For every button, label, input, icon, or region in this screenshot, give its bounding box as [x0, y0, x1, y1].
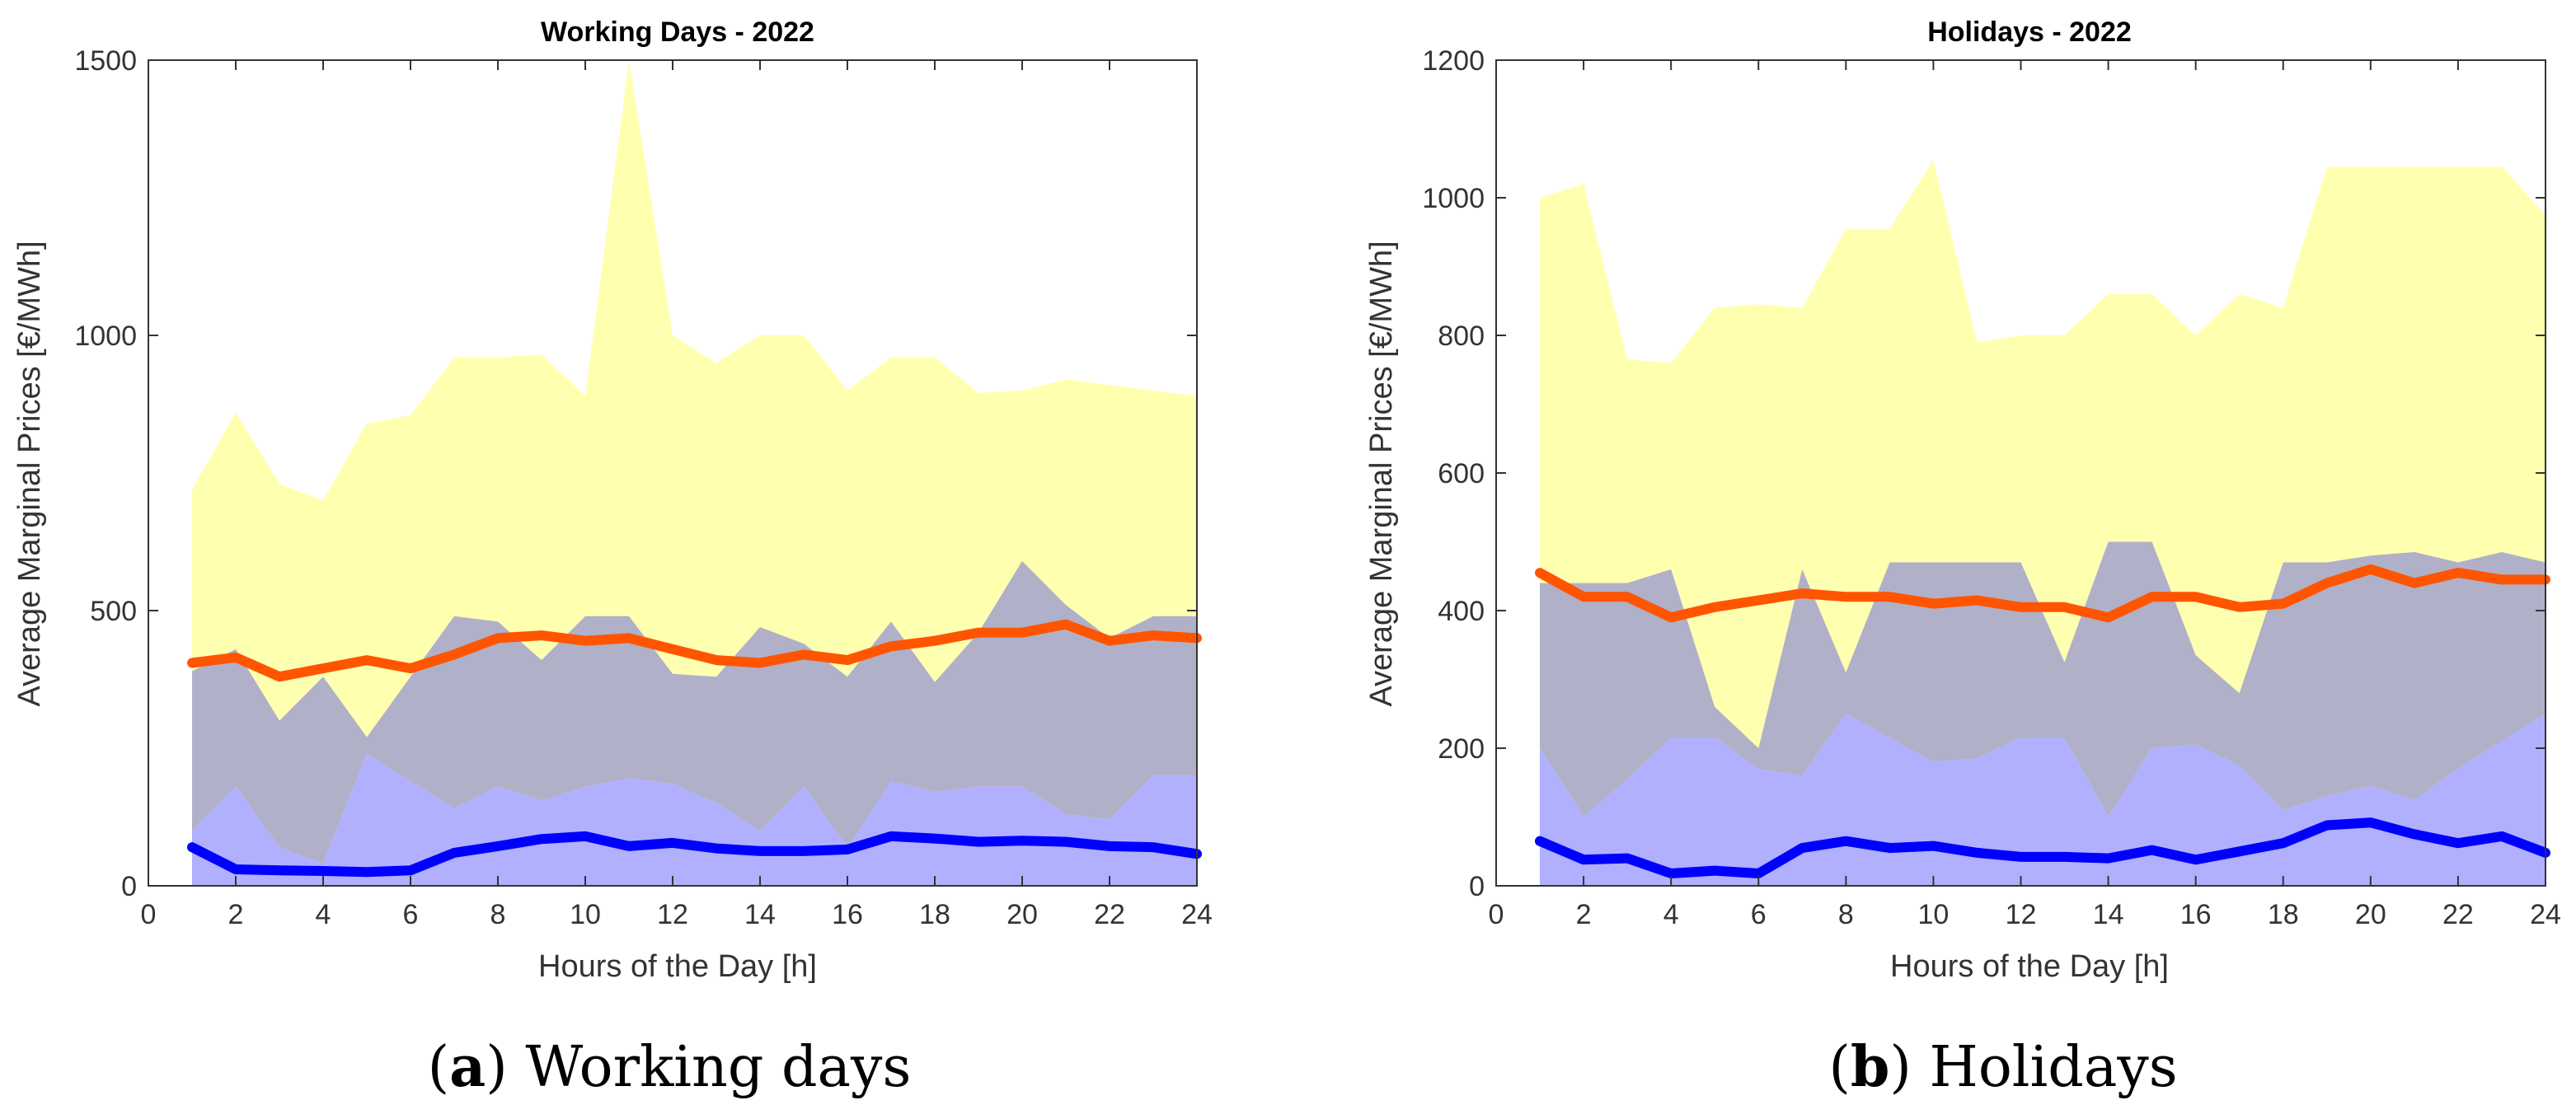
- y-tick-label: 500: [90, 596, 137, 627]
- x-tick-label: 4: [1663, 899, 1679, 930]
- series-line-3: [1535, 564, 2550, 623]
- caption: (a) Working days: [428, 1034, 912, 1100]
- y-tick-label: 600: [1438, 458, 1485, 489]
- x-tick-label: 4: [316, 899, 331, 930]
- y-tick-label: 0: [1469, 871, 1485, 902]
- x-tick-label: 0: [141, 899, 157, 930]
- x-axis-label: Hours of the Day [h]: [538, 949, 817, 984]
- x-tick-label: 22: [1094, 899, 1125, 930]
- x-tick-label: 8: [1838, 899, 1854, 930]
- x-tick-label: 18: [919, 899, 950, 930]
- x-tick-label: 16: [832, 899, 863, 930]
- x-tick-label: 6: [403, 899, 419, 930]
- x-tick-label: 2: [1576, 899, 1592, 930]
- x-axis-label: Hours of the Day [h]: [1890, 949, 2169, 984]
- caption-text: Working days: [508, 1035, 912, 1100]
- x-tick-label: 14: [2093, 899, 2124, 930]
- x-tick-label: 14: [744, 899, 776, 930]
- x-tick-label: 20: [1006, 899, 1038, 930]
- band-area-0: [1540, 160, 2546, 749]
- series-line-4: [187, 831, 1202, 878]
- x-tick-label: 24: [2530, 899, 2561, 930]
- band-area-0: [192, 60, 1197, 737]
- x-tick-label: 20: [2355, 899, 2386, 930]
- series-line-3: [187, 619, 1202, 682]
- x-tick-label: 10: [570, 899, 601, 930]
- caption-letter: b: [1851, 1034, 1890, 1100]
- chart-holidays: Holidays - 2022 0 2 4 6 8 10 12 14 16 18 20 22 24020…: [1364, 16, 2561, 1100]
- y-tick-label: 400: [1438, 596, 1485, 627]
- caption-letter: a: [449, 1034, 486, 1100]
- y-tick-label: 1000: [74, 321, 137, 352]
- y-axis-label: Average Marginal Prices [€/MWh]: [12, 241, 47, 706]
- x-tick-label: 18: [2268, 899, 2299, 930]
- x-tick-label: 6: [1751, 899, 1767, 930]
- chart-title: Holidays - 2022: [1927, 16, 2132, 48]
- y-axis-label: Average Marginal Prices [€/MWh]: [1364, 241, 1399, 706]
- plot-area: [1496, 60, 2550, 886]
- plot-area: [148, 60, 1202, 886]
- x-tick-label: 8: [490, 899, 506, 930]
- x-tick-label: 16: [2180, 899, 2212, 930]
- y-tick-label: 0: [121, 871, 137, 902]
- x-tick-label: 12: [2006, 899, 2037, 930]
- x-tick-label: 0: [1489, 899, 1504, 930]
- series-line-4: [1535, 817, 2550, 878]
- y-tick-label: 200: [1438, 733, 1485, 765]
- x-tick-label: 22: [2442, 899, 2474, 930]
- y-tick-label: 800: [1438, 321, 1485, 352]
- y-tick-label: 1500: [74, 45, 137, 77]
- y-tick-label: 1000: [1422, 183, 1485, 214]
- x-tick-label: 2: [228, 899, 244, 930]
- chart-working-days: Working Days - 2022 0 2 4 6 8 10 12 14 16 18 20 22 2…: [12, 16, 1213, 1100]
- axes: 0 2 4 6 8 10 12 14 16 18 20 22 240200400600800100012…: [1422, 45, 2561, 930]
- x-tick-label: 10: [1918, 899, 1950, 930]
- caption: (b) Holidays: [1828, 1034, 2177, 1100]
- x-tick-label: 12: [657, 899, 688, 930]
- band-area-1: [192, 560, 1197, 864]
- chart-title: Working Days - 2022: [541, 16, 814, 48]
- y-tick-label: 1200: [1422, 45, 1485, 77]
- band-area-1: [1540, 541, 2546, 817]
- caption-text: Holidays: [1912, 1035, 2178, 1100]
- x-tick-label: 24: [1181, 899, 1213, 930]
